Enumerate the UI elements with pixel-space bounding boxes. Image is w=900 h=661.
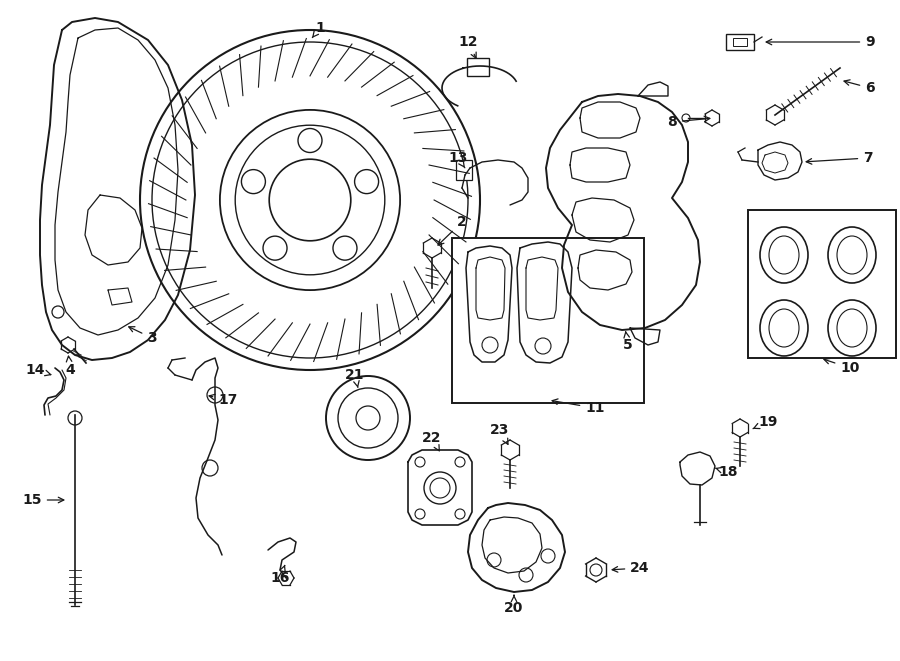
Text: 21: 21 — [346, 368, 365, 387]
Text: 15: 15 — [22, 493, 64, 507]
Text: 17: 17 — [209, 393, 238, 407]
Bar — [467, 58, 489, 76]
Text: 18: 18 — [716, 465, 738, 479]
Bar — [456, 160, 472, 180]
Text: 7: 7 — [806, 151, 873, 165]
Bar — [726, 34, 754, 50]
Text: 11: 11 — [552, 399, 605, 415]
Text: 5: 5 — [623, 332, 633, 352]
Text: 13: 13 — [448, 151, 468, 168]
Text: 10: 10 — [824, 358, 859, 375]
Text: 23: 23 — [491, 423, 509, 444]
Text: 12: 12 — [458, 35, 478, 58]
Bar — [748, 210, 896, 358]
Text: 6: 6 — [844, 80, 875, 95]
Text: 20: 20 — [504, 596, 524, 615]
Text: 1: 1 — [312, 21, 325, 38]
Text: 24: 24 — [612, 561, 650, 575]
Bar — [452, 238, 644, 403]
Text: 2: 2 — [438, 215, 467, 245]
Text: 3: 3 — [129, 327, 157, 345]
Text: 14: 14 — [25, 363, 50, 377]
Text: 19: 19 — [753, 415, 778, 429]
Text: 16: 16 — [270, 565, 290, 585]
Text: 9: 9 — [766, 35, 875, 49]
Text: 8: 8 — [667, 115, 710, 129]
Text: 4: 4 — [65, 356, 75, 377]
Text: 22: 22 — [422, 431, 442, 451]
Bar — [733, 38, 747, 46]
